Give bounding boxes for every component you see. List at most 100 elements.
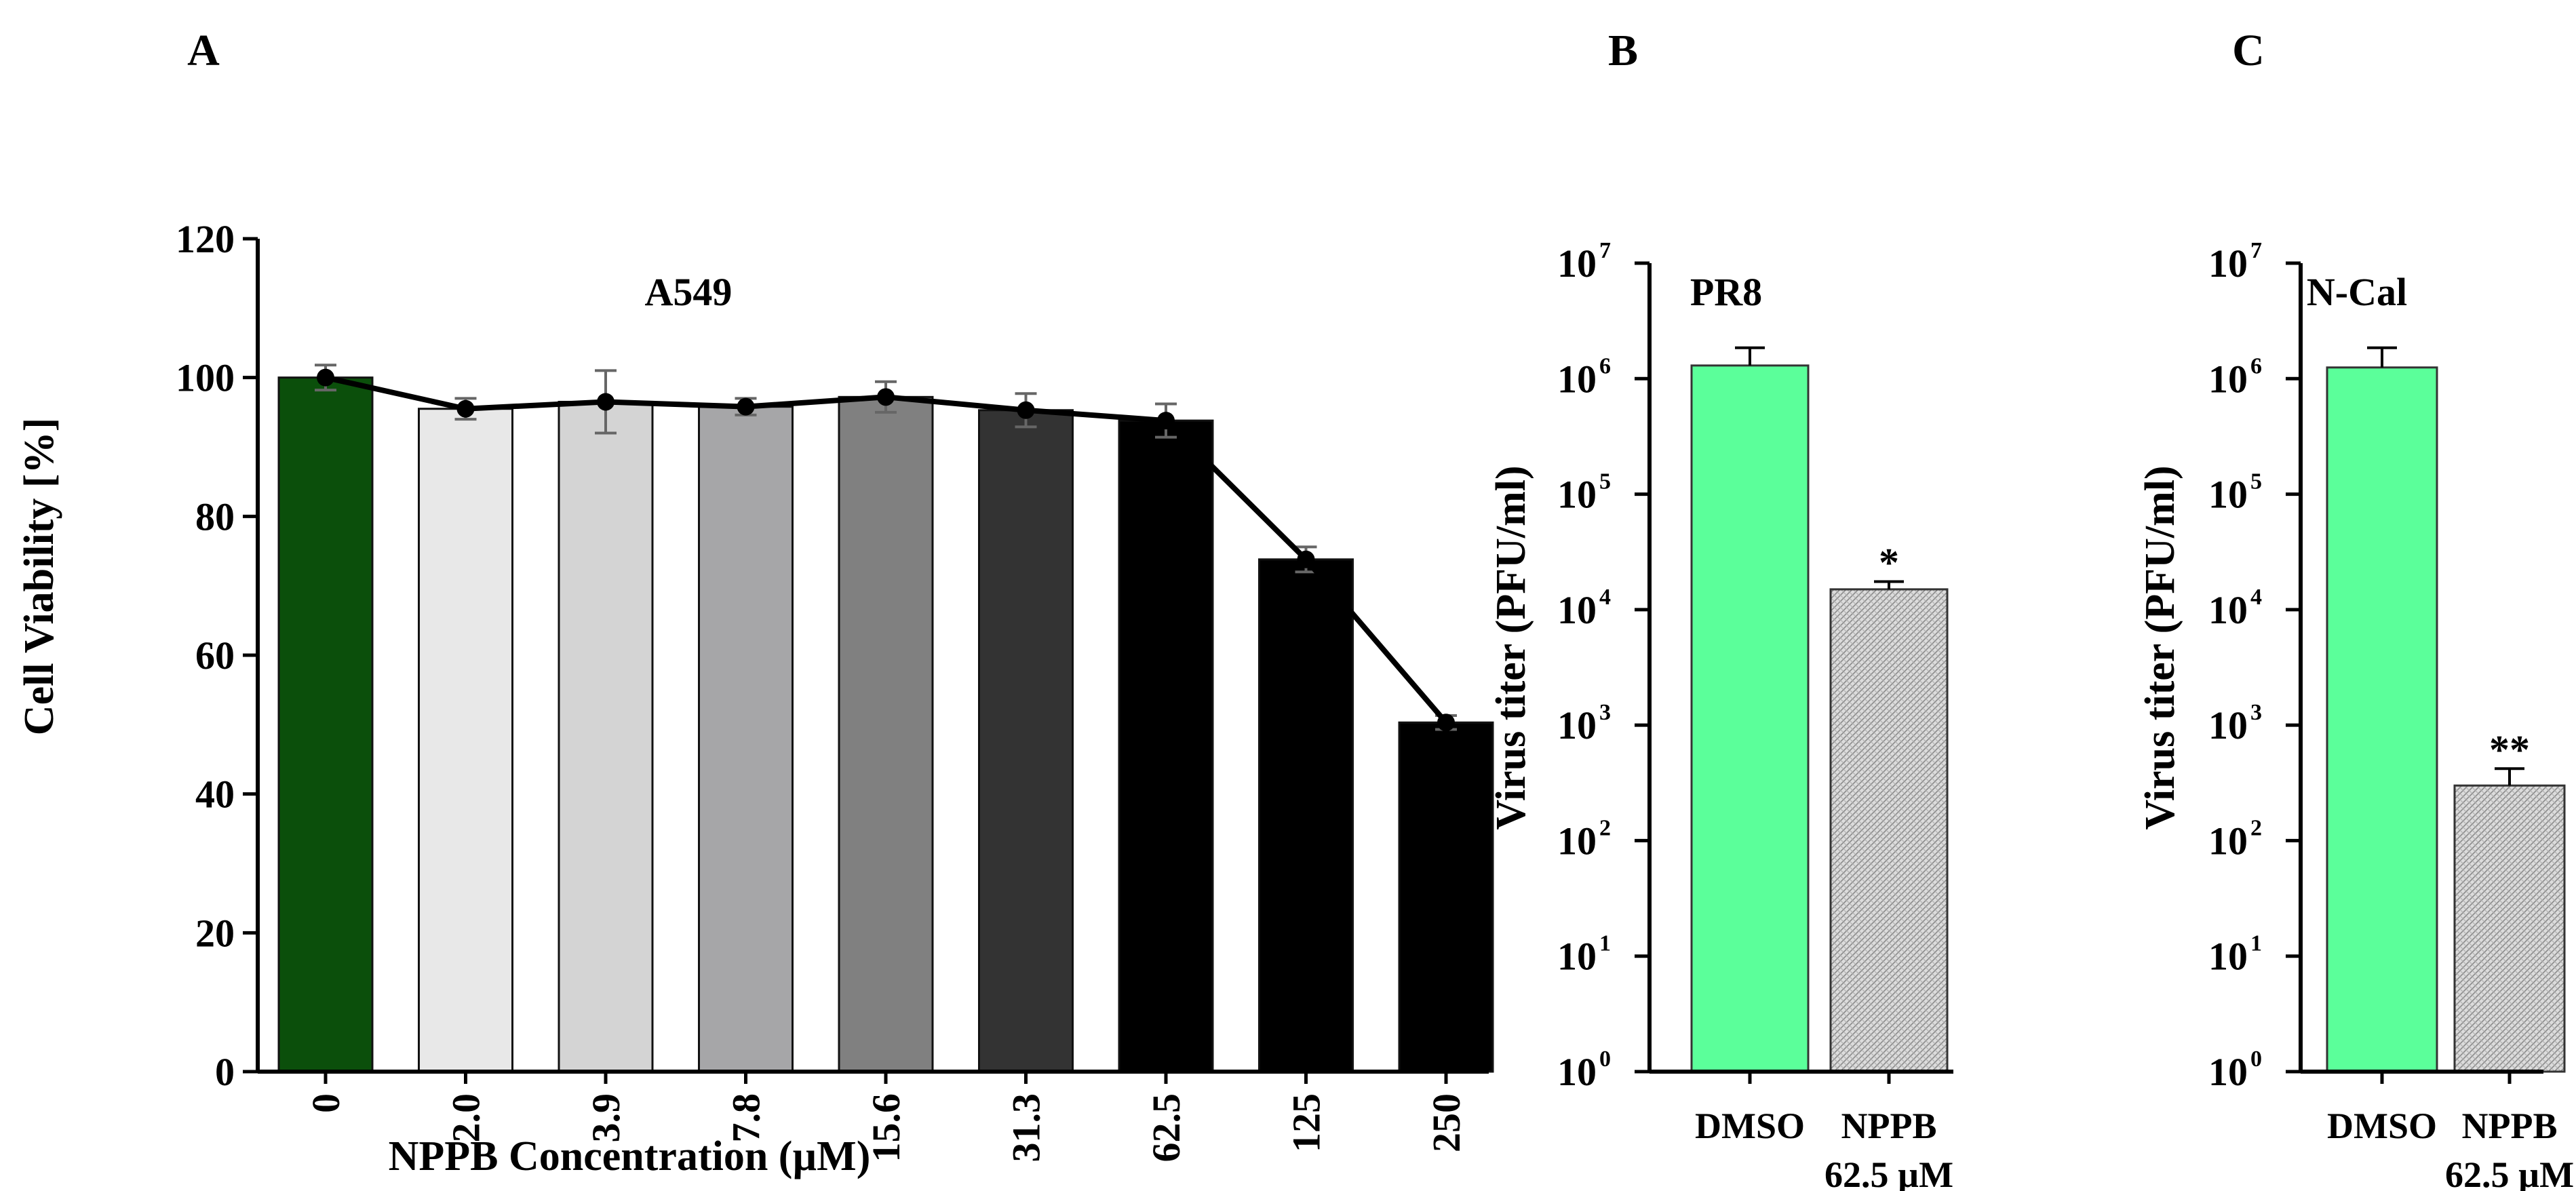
- chart-b-y-tick-exponent: 2: [1599, 815, 1611, 840]
- chart-b-y-tick-label: 10: [1557, 703, 1597, 747]
- chart-c-error-bars: [2367, 346, 2524, 786]
- chart-b-y-tick-exponent: 5: [1599, 469, 1611, 494]
- chart-a: 0 20 40 60 80 100 120 0 2.0 3.9 7.8 15.6 31.3 62.5 12…: [16, 217, 1494, 1179]
- chart-c-y-tick-exponent: 6: [2250, 353, 2262, 378]
- chart-b-y-tick-exponent: 3: [1599, 700, 1611, 725]
- chart-b-significance-mark: *: [1879, 540, 1899, 585]
- chart-c-y-tick-exponent: 0: [2250, 1047, 2262, 1072]
- chart-a-point: [456, 399, 475, 418]
- chart-a-bars: [277, 376, 1494, 1073]
- chart-c-x-ticks: DMSO NPPB 62.5 µM: [2327, 1072, 2574, 1191]
- chart-c-x-tick-label: NPPB: [2462, 1106, 2558, 1146]
- chart-a-x-tick-label: 0: [304, 1093, 348, 1113]
- chart-c-y-tick-exponent: 3: [2250, 700, 2262, 725]
- chart-b-x-tick-label: NPPB: [1841, 1106, 1937, 1146]
- chart-c-bar: [2453, 784, 2566, 1073]
- chart-c-x-tick-label: DMSO: [2327, 1106, 2437, 1146]
- chart-a-point: [1297, 550, 1315, 568]
- chart-b-bar: [1690, 364, 1810, 1073]
- chart-c-y-tick-label: 10: [2208, 473, 2248, 517]
- chart-a-bar: [698, 406, 794, 1073]
- chart-b-x-ticks: DMSO NPPB 62.5 µM: [1695, 1072, 1953, 1191]
- chart-a-y-ticks: 0 20 40 60 80 100 120: [176, 217, 258, 1094]
- chart-a-x-ticks: 0 2.0 3.9 7.8 15.6 31.3 62.5 125 250: [304, 1072, 1468, 1163]
- chart-b-y-tick-label: 10: [1557, 1050, 1597, 1094]
- chart-a-bar: [978, 409, 1074, 1073]
- chart-c-y-tick-label: 10: [2208, 819, 2248, 863]
- chart-a-y-tick-label: 0: [215, 1050, 235, 1094]
- chart-a-title: A549: [645, 270, 733, 314]
- chart-c-error-bar: [2367, 346, 2397, 368]
- chart-a-y-axis-title: Cell Viability [%]: [16, 418, 62, 735]
- chart-b-y-tick-label: 10: [1557, 588, 1597, 632]
- chart-a-y-tick-label: 40: [195, 773, 235, 817]
- panel-letter-b: B: [1608, 26, 1638, 75]
- chart-a-bar: [1398, 721, 1494, 1073]
- chart-b-error-bars: [1735, 346, 1904, 589]
- chart-a-bar: [1118, 419, 1214, 1073]
- chart-a-bar: [418, 408, 513, 1073]
- chart-c-y-tick-exponent: 2: [2250, 815, 2262, 840]
- chart-a-x-tick-label: 62.5: [1144, 1093, 1188, 1163]
- chart-c-y-tick-label: 10: [2208, 1050, 2248, 1094]
- chart-c-x-tick-label: 62.5 µM: [2445, 1154, 2574, 1191]
- chart-c-significance: **: [2489, 727, 2530, 772]
- chart-a-y-tick-label: 20: [195, 911, 235, 955]
- chart-c-y-tick-label: 10: [2208, 935, 2248, 979]
- chart-a-point: [877, 388, 895, 406]
- chart-a-x-tick-label: 3.9: [584, 1093, 628, 1143]
- chart-c-y-tick-label: 10: [2208, 703, 2248, 747]
- chart-b-y-axis-title: Virus titer (PFU/ml): [1488, 465, 1534, 829]
- chart-c-error-bar: [2495, 767, 2524, 786]
- chart-a-point: [317, 368, 334, 387]
- chart-b-bar: [1829, 588, 1949, 1073]
- chart-c-y-tick-label: 10: [2208, 357, 2248, 401]
- chart-a-bar: [277, 376, 374, 1073]
- chart-b-y-tick-label: 10: [1557, 473, 1597, 517]
- chart-a-x-tick-label: 7.8: [724, 1093, 768, 1143]
- chart-a-point: [737, 397, 755, 416]
- chart-b-y-tick-label: 10: [1557, 819, 1597, 863]
- chart-c-y-tick-label: 10: [2208, 241, 2248, 286]
- chart-a-bar: [838, 395, 934, 1073]
- chart-b-y-tick-exponent: 7: [1599, 238, 1611, 263]
- panel-letter-a: A: [187, 26, 220, 75]
- chart-c-y-tick-exponent: 5: [2250, 469, 2262, 494]
- chart-b-x-tick-label: DMSO: [1695, 1106, 1805, 1146]
- chart-b-title: PR8: [1690, 270, 1762, 314]
- chart-a-point: [1157, 412, 1175, 430]
- chart-b-y-tick-exponent: 0: [1599, 1047, 1611, 1072]
- chart-a-y-tick-label: 120: [176, 217, 235, 261]
- chart-c-bars: [2326, 366, 2566, 1073]
- chart-a-y-tick-label: 60: [195, 633, 235, 678]
- chart-a-point: [597, 393, 614, 411]
- chart-c-y-tick-exponent: 7: [2250, 238, 2262, 263]
- chart-a-x-tick-label: 125: [1285, 1093, 1329, 1152]
- chart-a-x-tick-label: 2.0: [444, 1093, 488, 1143]
- chart-b-bars: [1690, 364, 1949, 1073]
- chart-a-point: [1437, 714, 1455, 732]
- chart-a-y-tick-label: 80: [195, 494, 235, 539]
- chart-a-x-tick-label: 15.6: [864, 1093, 908, 1163]
- chart-b-significance: *: [1879, 540, 1899, 585]
- chart-b-y-tick-exponent: 1: [1599, 931, 1611, 956]
- chart-a-point: [1017, 401, 1035, 419]
- panel-letter-c: C: [2232, 26, 2265, 75]
- chart-c-y-axis-title: Virus titer (PFU/ml): [2137, 465, 2183, 829]
- chart-a-y-tick-label: 100: [176, 356, 235, 400]
- chart-b-error-bar: [1874, 580, 1904, 589]
- chart-c-bar: [2326, 366, 2438, 1073]
- chart-a-bar: [558, 400, 654, 1073]
- chart-c-y-tick-exponent: 1: [2250, 931, 2262, 956]
- chart-c-title: N-Cal: [2307, 270, 2407, 314]
- chart-a-x-axis-title: NPPB Concentration (µM): [389, 1133, 871, 1179]
- chart-b-y-tick-label: 10: [1557, 357, 1597, 401]
- chart-b-y-tick-label: 10: [1557, 241, 1597, 286]
- chart-a-bar: [1258, 558, 1354, 1073]
- chart-a-x-tick-label: 31.3: [1004, 1093, 1049, 1163]
